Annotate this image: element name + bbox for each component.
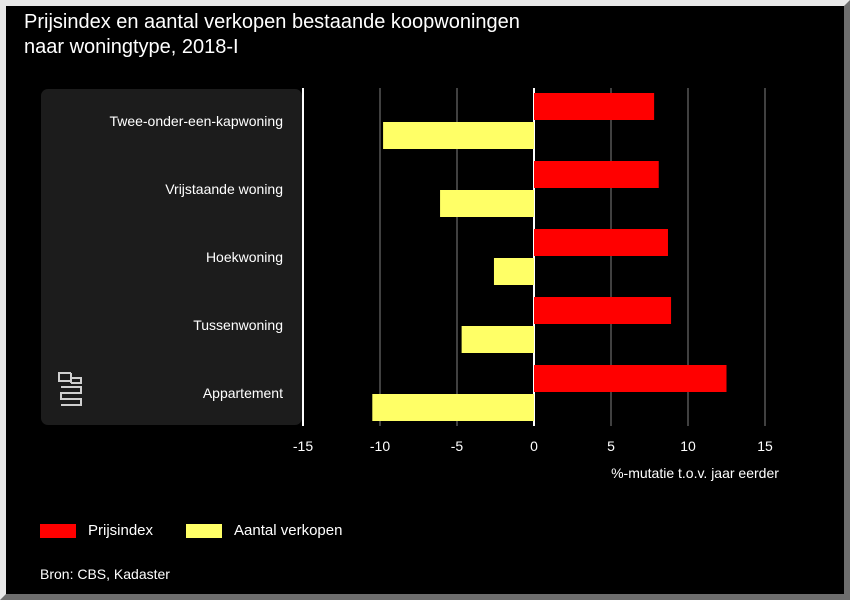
- category-label: Tussenwoning: [193, 317, 283, 333]
- bar-prijsindex: [534, 93, 655, 120]
- legend-label-prijsindex: Prijsindex: [88, 522, 154, 539]
- x-tick-label: 0: [530, 438, 538, 454]
- x-tick-label: 15: [757, 438, 773, 454]
- legend-item-aantal-verkopen: Aantal verkopen: [186, 522, 342, 539]
- category-label: Vrijstaande woning: [165, 181, 283, 197]
- chart-title: Prijsindex en aantal verkopen bestaande …: [24, 11, 520, 58]
- x-tick-label: -15: [293, 438, 313, 454]
- x-tick-label: -10: [370, 438, 390, 454]
- x-tick-label: 10: [680, 438, 696, 454]
- bar-aantal-verkopen: [493, 258, 534, 285]
- x-tick-label: -5: [451, 438, 464, 454]
- category-label-panel: [41, 89, 302, 425]
- bar-prijsindex: [534, 365, 727, 392]
- cbs-logo-icon: [58, 372, 82, 406]
- bar-prijsindex: [534, 297, 672, 324]
- source-note: Bron: CBS, Kadaster: [40, 566, 170, 582]
- category-label: Appartement: [203, 385, 283, 401]
- legend-swatch-aantal-verkopen: [186, 523, 223, 538]
- bar-prijsindex: [534, 229, 668, 256]
- category-label: Hoekwoning: [206, 249, 283, 265]
- legend-swatch-prijsindex: [40, 523, 76, 538]
- bar-aantal-verkopen: [440, 190, 534, 217]
- bar-aantal-verkopen: [461, 326, 534, 353]
- x-tick-label: 5: [607, 438, 615, 454]
- category-label: Twee-onder-een-kapwoning: [109, 113, 283, 129]
- legend: Prijsindex Aantal verkopen: [40, 522, 375, 539]
- legend-label-aantal-verkopen: Aantal verkopen: [234, 522, 343, 539]
- x-axis-label: %-mutatie t.o.v. jaar eerder: [611, 465, 779, 481]
- legend-item-prijsindex: Prijsindex: [40, 522, 153, 539]
- bar-prijsindex: [534, 161, 659, 188]
- bar-aantal-verkopen: [372, 394, 534, 421]
- bar-aantal-verkopen: [383, 122, 534, 149]
